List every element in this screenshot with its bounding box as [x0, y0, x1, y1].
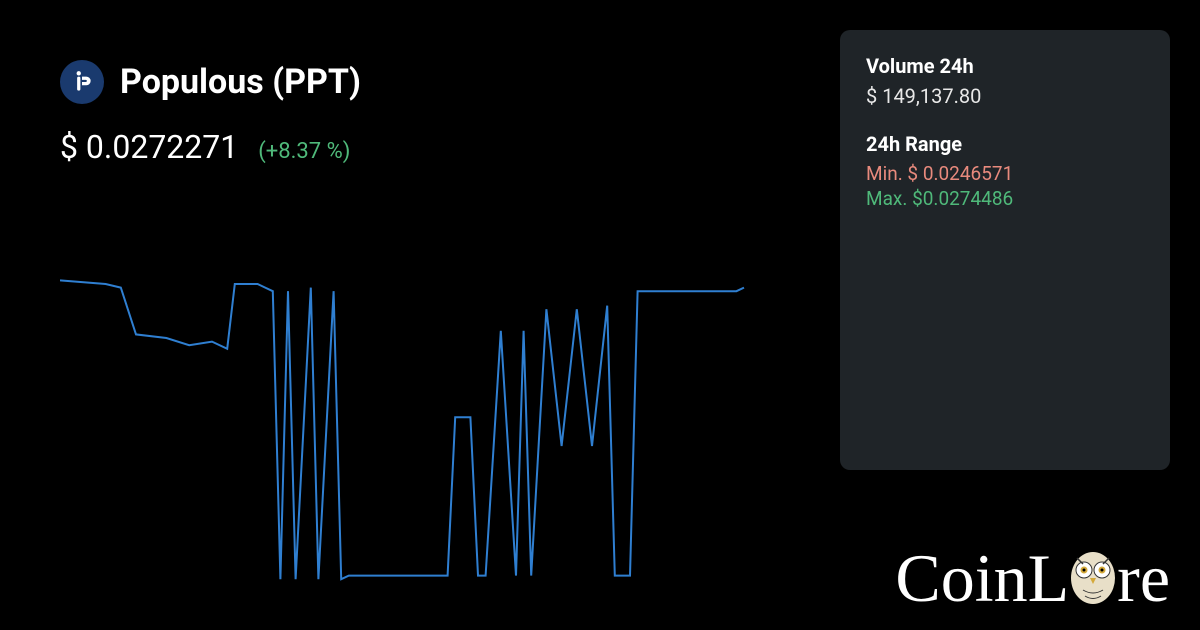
stats-panel: Volume 24h $ 149,137.80 24h Range Min. $… [840, 30, 1170, 470]
brand-text-right: re [1117, 539, 1170, 618]
coin-header: Populous (PPT) [60, 60, 361, 104]
price-change: (+8.37 %) [258, 139, 350, 164]
price-row: $ 0.0272271 (+8.37 %) [60, 128, 350, 166]
coin-logo-icon [60, 60, 104, 104]
range-label: 24h Range [866, 132, 1144, 156]
price-value: $ 0.0272271 [60, 128, 238, 166]
range-max: Max. $0.0274486 [866, 187, 1144, 210]
owl-icon [1067, 548, 1119, 610]
volume-label: Volume 24h [866, 54, 1144, 78]
price-chart [60, 230, 820, 590]
coin-title: Populous (PPT) [120, 62, 361, 102]
brand-text-left: CoinL [895, 539, 1069, 618]
range-min: Min. $ 0.0246571 [866, 162, 1144, 185]
volume-value: $ 149,137.80 [866, 84, 1144, 108]
brand-logo: CoinL re [895, 539, 1170, 618]
